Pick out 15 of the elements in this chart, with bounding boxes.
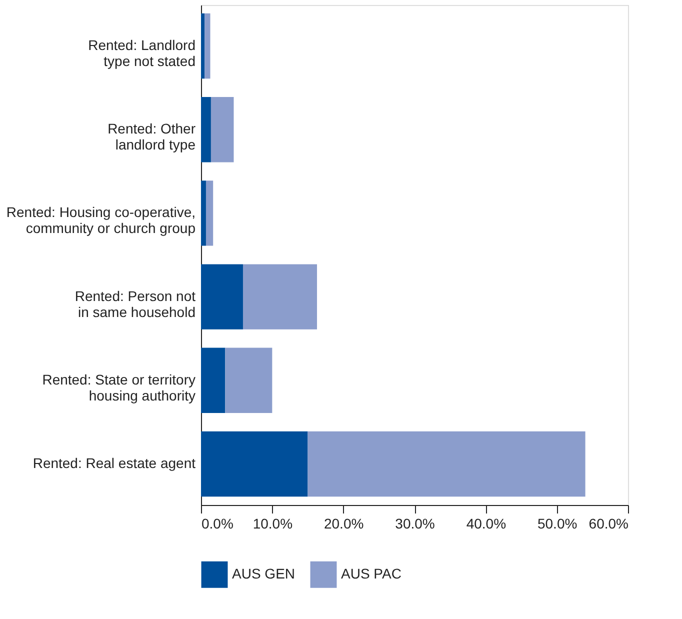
- x-tick-label: 0.0%: [202, 516, 234, 532]
- y-tick-label: Rented: Other landlord type: [108, 120, 196, 153]
- y-tick-label: Rented: Housing co-operative, community or church group: [6, 204, 196, 236]
- x-tick-label: 30.0%: [395, 516, 435, 532]
- y-tick-label: Rented: Real estate agent: [32, 455, 196, 472]
- y-tick-label: Rented: Landlord type not stated: [88, 36, 196, 69]
- x-tick-label: 60.0%: [588, 516, 628, 532]
- x-tick-label: 40.0%: [466, 516, 506, 532]
- x-tick-label: 10.0%: [252, 516, 293, 532]
- legend-label: AUS GEN: [232, 566, 296, 582]
- legend-label: AUS PAC: [341, 566, 402, 582]
- y-tick-label: Rented: Person not in same household: [74, 288, 196, 320]
- x-tick-label: 20.0%: [324, 516, 364, 532]
- x-tick-label: 50.0%: [537, 516, 578, 532]
- y-tick-label: Rented: State or territory housing authority: [42, 371, 196, 404]
